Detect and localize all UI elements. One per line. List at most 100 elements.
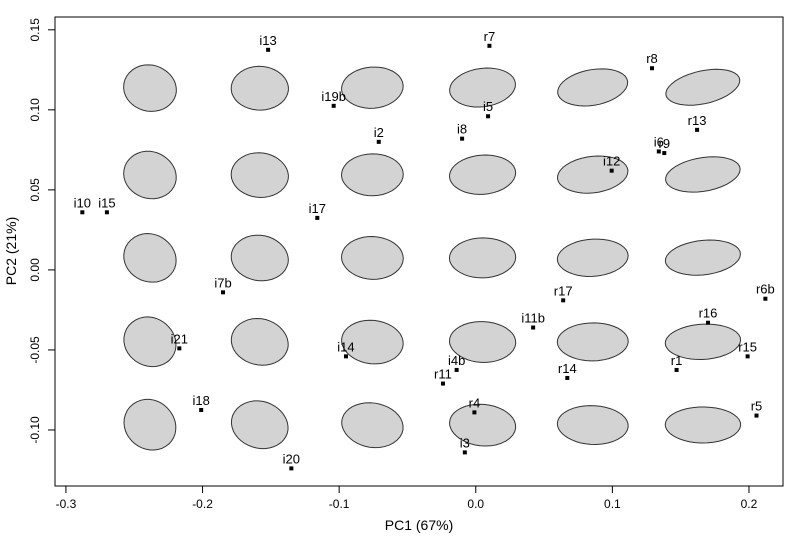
point-label: r11: [434, 367, 452, 382]
point-label: i18: [192, 393, 209, 408]
point: [462, 450, 467, 455]
point-label: r7: [484, 29, 496, 44]
point-label: r14: [558, 361, 577, 376]
x-axis-title: PC1 (67%): [385, 517, 453, 533]
y-axis-title: PC2 (21%): [3, 217, 19, 285]
outline-shape: [230, 317, 289, 366]
point: [695, 127, 700, 132]
plot-frame: [54, 16, 784, 487]
outline-shape: [341, 402, 404, 449]
outline-shape: [664, 239, 741, 276]
point: [177, 346, 182, 351]
outline-shape: [556, 405, 629, 445]
point: [266, 47, 271, 52]
point: [104, 210, 109, 215]
outline-shape: [449, 67, 516, 108]
point-label: r6b: [756, 282, 775, 297]
x-tick-label: 0.0: [467, 497, 484, 511]
outline-shape: [448, 321, 517, 363]
point-label: r8: [646, 51, 658, 66]
outline-shape: [665, 68, 741, 106]
point: [674, 367, 679, 372]
outline-shape: [123, 64, 177, 112]
point-label: i5: [483, 99, 493, 114]
point-label: i13: [259, 33, 276, 48]
point: [531, 325, 536, 330]
outline-shape: [230, 152, 289, 198]
point: [331, 103, 336, 108]
point: [221, 290, 226, 295]
y-tick-label: 0.05: [28, 178, 42, 202]
point: [745, 354, 750, 359]
point: [706, 320, 711, 325]
point-label: i12: [603, 154, 620, 169]
point: [763, 296, 768, 301]
outline-shape: [449, 154, 517, 195]
outline-shape: [556, 238, 629, 277]
x-tick-label: -0.3: [56, 497, 77, 511]
point: [460, 136, 465, 141]
point-label: i17: [309, 201, 326, 216]
point: [656, 149, 661, 154]
point-label: i14: [337, 339, 354, 354]
y-tick-label: 0.10: [28, 98, 42, 122]
y-tick-label: -0.10: [28, 416, 42, 444]
point: [472, 410, 477, 415]
outline-shape: [341, 153, 404, 197]
outline-shape: [557, 68, 629, 107]
morphospace-shapes: [123, 64, 742, 451]
point-label: i8: [457, 122, 467, 137]
y-tick-label: 0.00: [28, 258, 42, 282]
outline-shape: [230, 65, 289, 111]
outline-shape: [123, 150, 177, 200]
point-label: i21: [171, 331, 188, 346]
x-tick-label: -0.1: [329, 497, 350, 511]
point: [289, 466, 294, 471]
x-tick-label: 0.2: [741, 497, 758, 511]
point: [487, 43, 492, 48]
outline-shape: [664, 323, 742, 360]
point-label: i10: [74, 195, 91, 210]
outline-shape: [341, 236, 404, 280]
point: [609, 168, 614, 173]
outline-shape: [123, 233, 177, 283]
point: [754, 413, 759, 418]
x-tick-label: -0.2: [192, 497, 213, 511]
point-label: i20: [283, 451, 300, 466]
point: [561, 298, 566, 303]
outline-shape: [341, 66, 404, 109]
point: [440, 381, 445, 386]
point-label: r4: [469, 395, 481, 410]
point-label: i3: [460, 435, 470, 450]
outline-shape: [664, 406, 742, 444]
outline-shape: [230, 234, 289, 282]
outline-shape: [449, 403, 517, 447]
point: [80, 210, 85, 215]
point-label: r17: [554, 283, 573, 298]
outline-shape: [665, 156, 741, 193]
point-label: i2: [374, 125, 384, 140]
outline-shape: [123, 316, 177, 368]
point: [486, 114, 491, 119]
point-label: i7b: [214, 275, 231, 290]
outline-shape: [448, 237, 517, 279]
point: [649, 66, 654, 71]
point: [376, 139, 381, 144]
point: [199, 407, 204, 412]
y-tick-label: -0.05: [28, 336, 42, 364]
point-label: r15: [738, 339, 757, 354]
outline-shape: [556, 322, 629, 362]
point: [343, 354, 348, 359]
point: [315, 215, 320, 220]
y-tick-label: 0.15: [28, 18, 42, 42]
point-label: i11b: [521, 311, 545, 326]
outline-shape: [123, 398, 177, 451]
point-label: r16: [699, 306, 718, 321]
point-label: i4b: [448, 353, 465, 368]
point-label: r1: [671, 353, 683, 368]
point-label: r13: [688, 113, 707, 128]
point-label: r5: [751, 399, 763, 414]
outline-shape: [230, 400, 289, 450]
point: [662, 151, 667, 156]
